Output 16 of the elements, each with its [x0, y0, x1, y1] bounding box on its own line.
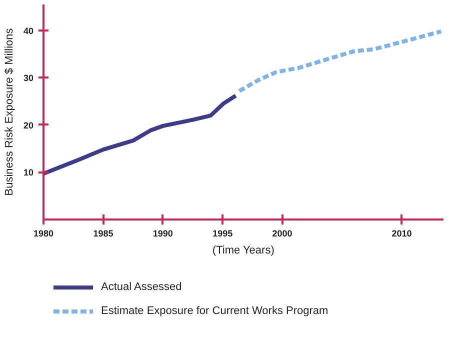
legend-label: Actual Assessed	[101, 281, 182, 293]
x-tick-label: 2000	[272, 228, 292, 238]
y-axis-title: Business Risk Exposure $ Millions	[3, 28, 16, 196]
x-tick-label: 1985	[93, 228, 114, 238]
y-tick-label: 20	[23, 120, 34, 130]
line-series	[44, 94, 238, 176]
x-axis-title: (Time Years)	[212, 244, 274, 256]
x-tick-label: 1980	[33, 228, 54, 238]
x-tick-label: 2010	[392, 228, 412, 238]
x-tick-label: 1995	[212, 228, 233, 238]
y-tick-label: 40	[23, 26, 34, 36]
x-tick-label: 1990	[152, 228, 173, 238]
y-tick-label: 30	[23, 73, 34, 84]
legend-label: Estimate Exposure for Current Works Program	[101, 305, 328, 317]
line-series	[237, 29, 444, 93]
y-tick-label: 10	[23, 168, 34, 178]
